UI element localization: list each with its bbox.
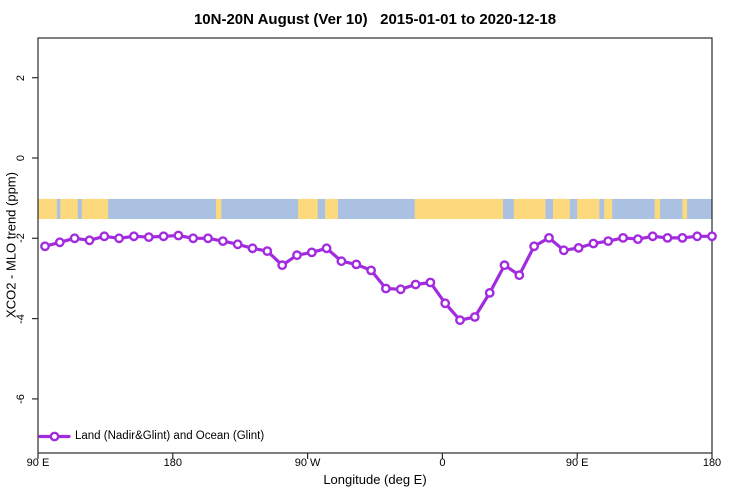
data-point-marker (529, 241, 539, 252)
data-point-marker (54, 237, 65, 248)
map-band-land-segment (513, 198, 546, 220)
y-tick-label: 0 (15, 154, 27, 162)
data-point-marker (321, 243, 332, 254)
data-point-marker (99, 231, 110, 242)
map-band-land-segment (215, 198, 222, 220)
data-point-marker (647, 231, 658, 242)
x-tick-label: 90 W (294, 457, 321, 469)
x-tick-label: 90 E (26, 457, 50, 469)
data-point-marker (425, 277, 436, 288)
y-tick-label: 2 (15, 74, 27, 81)
data-point-marker (128, 231, 139, 242)
x-tick-label: 0 (439, 457, 446, 469)
x-tick-label: 180 (163, 457, 182, 469)
data-point-marker (306, 247, 317, 258)
data-point-marker (203, 233, 213, 244)
trend-line (43, 233, 714, 322)
legend-marker-icon (49, 431, 60, 442)
data-point-marker (336, 256, 347, 267)
map-band-land-segment (60, 198, 78, 220)
data-point-marker (514, 270, 525, 281)
data-point-marker (292, 250, 302, 261)
x-tick-label: 90 E (565, 457, 589, 469)
data-point-marker (158, 231, 169, 242)
map-band-land-segment (552, 198, 570, 220)
data-point-marker (484, 287, 495, 298)
chart-title: 10N-20N August (Ver 10) 2015-01-01 to 20… (193, 11, 557, 28)
data-point-marker (677, 232, 688, 243)
data-point-marker (69, 233, 80, 244)
map-band-land-segment (298, 198, 318, 220)
data-point-marker (277, 260, 288, 271)
data-point-marker (558, 245, 569, 256)
y-tick-label: -4 (15, 313, 27, 324)
data-point-marker (662, 232, 673, 243)
map-band-land-segment (38, 198, 57, 220)
data-point-marker (603, 236, 614, 247)
data-point-marker (380, 283, 391, 294)
data-point-marker (410, 279, 421, 290)
map-band-land-segment (325, 198, 338, 220)
data-point-marker (217, 236, 228, 247)
data-point-marker (440, 298, 451, 309)
data-point-marker (499, 260, 510, 271)
legend-label: Land (Nadir&Glint) and Ocean (Glint) (75, 430, 265, 442)
y-tick-label: -2 (15, 233, 27, 244)
data-point-marker (262, 246, 273, 257)
data-point-marker (618, 232, 628, 243)
map-band-land-segment (604, 198, 613, 220)
data-point-marker (84, 235, 95, 246)
map-band-land-segment (414, 198, 504, 220)
data-point-marker (395, 284, 406, 295)
map-band-land-segment (682, 198, 688, 220)
data-point-marker (351, 259, 362, 270)
data-point-marker (40, 241, 50, 252)
data-point-marker (247, 243, 258, 254)
data-point-marker (114, 233, 125, 244)
data-point-marker (232, 239, 243, 250)
data-point-marker (707, 231, 717, 242)
y-tick-label: -6 (15, 394, 27, 404)
data-point-marker (455, 315, 465, 326)
data-point-marker (366, 265, 376, 276)
data-point-marker (469, 312, 480, 322)
data-point-marker (692, 231, 703, 242)
map-band-land-segment (577, 198, 600, 220)
data-point-marker (573, 242, 584, 253)
map-band-land-segment (81, 198, 109, 220)
data-point-marker (544, 232, 554, 243)
x-tick-label: 180 (702, 457, 722, 469)
x-axis-title: Longitude (deg E) (323, 472, 427, 487)
plot-frame (37, 37, 713, 454)
data-point-marker (588, 238, 599, 249)
data-point-marker (173, 230, 184, 241)
data-point-marker (633, 234, 643, 245)
data-point-marker (188, 233, 199, 244)
map-band-land-segment (654, 198, 661, 220)
data-point-marker (143, 232, 154, 243)
